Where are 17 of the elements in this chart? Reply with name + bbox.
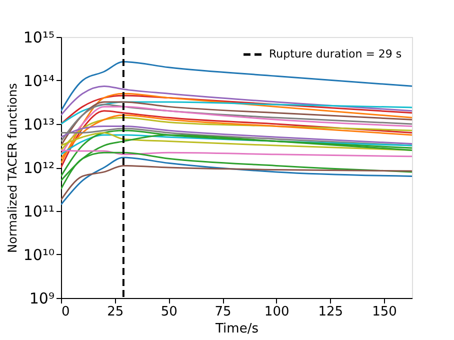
y-tick-label: 10¹³ <box>23 116 54 134</box>
x-tick-label: 50 <box>160 304 178 320</box>
y-tick-label: 10¹¹ <box>23 202 54 220</box>
y-axis-title: Normalized TACER functions <box>5 83 20 253</box>
y-tick-label: 10⁹ <box>29 290 54 308</box>
y-tick-label: 10¹⁰ <box>23 246 54 264</box>
y-tick-label: 10¹⁴ <box>23 72 54 90</box>
x-tick-label: 100 <box>264 304 290 320</box>
x-tick-label: 75 <box>214 304 232 320</box>
x-axis-title: Time/s <box>214 322 259 336</box>
x-tick-label: 125 <box>318 304 344 320</box>
x-tick-label: 150 <box>372 304 397 320</box>
x-tick-label: 25 <box>107 304 124 320</box>
ref-line-label: Rupture duration = 29 s <box>269 48 402 60</box>
y-tick-label: 10¹² <box>23 159 54 177</box>
y-tick-label: 10¹⁵ <box>23 28 54 46</box>
x-tick-label: 0 <box>62 304 70 320</box>
